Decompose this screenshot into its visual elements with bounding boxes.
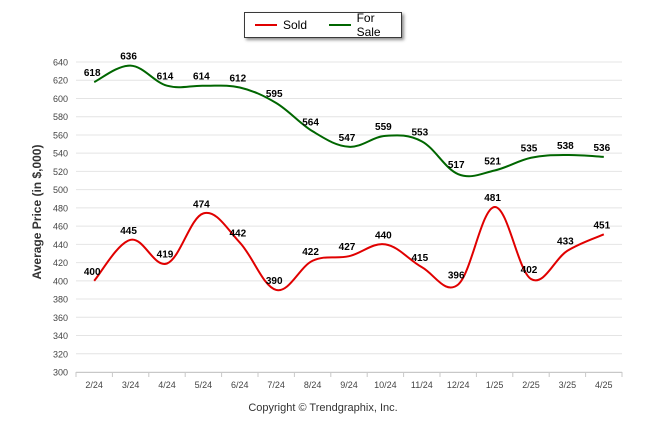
y-tick-label-480: 480	[53, 203, 68, 213]
data-label-sold-6/24: 442	[229, 229, 246, 240]
x-tick-label-8/24: 8/24	[304, 380, 322, 390]
y-tick-label-540: 540	[53, 149, 68, 159]
data-label-for-sale-9/24: 547	[339, 133, 356, 144]
legend-swatch-forsale	[329, 24, 351, 26]
y-tick-label-520: 520	[53, 167, 68, 177]
y-tick-label-400: 400	[53, 276, 68, 286]
x-tick-label-2/25: 2/25	[522, 380, 540, 390]
data-label-sold-1/25: 481	[484, 193, 501, 204]
y-tick-label-320: 320	[53, 349, 68, 359]
x-tick-label-5/24: 5/24	[195, 380, 213, 390]
x-tick-label-2/24: 2/24	[85, 380, 103, 390]
y-tick-label-600: 600	[53, 94, 68, 104]
data-label-sold-10/24: 440	[375, 230, 392, 241]
y-tick-label-340: 340	[53, 331, 68, 341]
x-tick-label-12/24: 12/24	[447, 380, 470, 390]
series-line-sold	[93, 205, 605, 291]
x-tick-label-4/25: 4/25	[595, 380, 613, 390]
y-tick-label-580: 580	[53, 112, 68, 122]
data-label-sold-5/24: 474	[193, 199, 210, 210]
data-label-sold-3/25: 433	[557, 237, 574, 248]
x-tick-label-6/24: 6/24	[231, 380, 249, 390]
data-label-for-sale-12/24: 517	[448, 160, 465, 171]
x-tick-label-11/24: 11/24	[411, 380, 433, 390]
data-label-for-sale-1/25: 521	[484, 157, 501, 168]
y-tick-label-460: 460	[53, 222, 68, 232]
y-tick-label-380: 380	[53, 295, 68, 305]
y-tick-label-360: 360	[53, 313, 68, 323]
data-label-sold-4/25: 451	[593, 220, 610, 231]
copyright-text: Copyright © Trendgraphix, Inc.	[248, 402, 398, 414]
data-label-for-sale-11/24: 553	[411, 127, 428, 138]
data-label-for-sale-6/24: 612	[229, 74, 246, 85]
data-label-sold-8/24: 422	[302, 247, 319, 258]
data-label-sold-9/24: 427	[339, 242, 356, 253]
y-tick-label-500: 500	[53, 185, 68, 195]
data-label-for-sale-7/24: 595	[266, 89, 283, 100]
data-label-sold-7/24: 390	[266, 276, 283, 287]
x-tick-label-10/24: 10/24	[374, 380, 397, 390]
legend-item-sold[interactable]: Sold	[255, 18, 307, 32]
data-label-for-sale-10/24: 559	[375, 122, 392, 133]
data-label-sold-4/24: 419	[157, 250, 174, 261]
y-tick-label-420: 420	[53, 258, 68, 268]
data-label-for-sale-2/24: 618	[84, 68, 101, 79]
x-tick-label-3/24: 3/24	[122, 380, 140, 390]
data-label-sold-3/24: 445	[120, 226, 137, 237]
data-label-for-sale-3/25: 538	[557, 141, 574, 152]
x-tick-label-4/24: 4/24	[158, 380, 176, 390]
series-line-for-sale	[93, 64, 604, 178]
x-tick-label-9/24: 9/24	[340, 380, 358, 390]
data-label-for-sale-2/25: 535	[521, 144, 538, 155]
data-label-sold-2/25: 402	[521, 265, 538, 276]
data-label-sold-11/24: 415	[411, 253, 428, 264]
x-tick-label-3/25: 3/25	[559, 380, 577, 390]
y-tick-label-300: 300	[53, 368, 68, 378]
data-label-sold-12/24: 396	[448, 270, 465, 281]
y-axis-label: Average Price (in $,000)	[30, 144, 44, 280]
legend-label-forsale: For Sale	[356, 11, 381, 39]
y-tick-label-620: 620	[53, 76, 68, 86]
data-label-for-sale-8/24: 564	[302, 117, 319, 128]
legend-swatch-sold	[255, 24, 277, 26]
data-label-sold-2/24: 400	[84, 267, 101, 278]
legend-label-sold: Sold	[283, 18, 308, 32]
data-label-for-sale-3/24: 636	[120, 52, 137, 63]
y-tick-label-560: 560	[53, 130, 68, 140]
x-tick-label-1/25: 1/25	[486, 380, 504, 390]
legend: Sold For Sale	[244, 11, 402, 39]
data-label-for-sale-4/25: 536	[593, 143, 610, 154]
data-label-for-sale-5/24: 614	[193, 72, 210, 83]
legend-item-forsale[interactable]: For Sale	[329, 11, 401, 39]
y-tick-label-440: 440	[53, 240, 68, 250]
data-label-for-sale-4/24: 614	[157, 72, 174, 83]
plot-area	[76, 58, 622, 372]
y-tick-label-640: 640	[53, 58, 68, 68]
x-tick-label-7/24: 7/24	[267, 380, 285, 390]
